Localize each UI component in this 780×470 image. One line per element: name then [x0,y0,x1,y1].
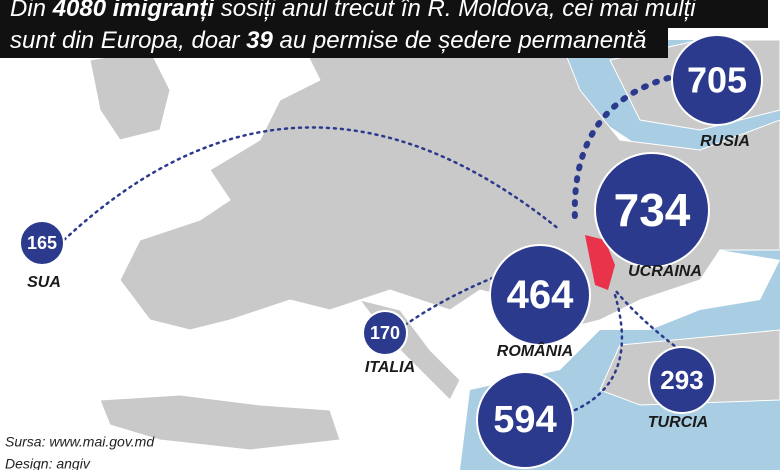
bubble-value: 594 [493,399,556,441]
bubble-label: SUA [27,274,61,291]
bubble-value: 170 [370,323,400,343]
moldova [585,235,615,290]
header-text: au permise de ședere permanentă [273,27,647,54]
header-line: sunt din Europa, doar 39 au permise de ș… [10,27,646,54]
bubble-value: 464 [507,273,574,317]
bubble [594,152,710,268]
bubble [362,310,408,356]
header-text: sunt din Europa, doar [10,27,246,54]
bubble-label: ITALIA [365,359,415,376]
bubble-label: RUSIA [700,133,750,150]
bubble [648,346,716,414]
bubble-value: 734 [614,184,691,236]
header-line: Din 4080 imigranți sosiți anul trecut în… [10,0,696,22]
source: Sursa: www.mai.gov.md [5,434,155,450]
bubble [489,244,591,346]
header-text: Din [10,0,53,22]
bubbles: 705 RUSIA 734 UCRAINA 464 ROMÂNIA 165 SUA 170 ITA… [19,34,763,469]
header-band [0,28,668,58]
bubble-value: 705 [687,60,747,101]
bubble-label: UCRAINA [628,263,702,280]
header-text: sosiți anul trecut în R. Moldova, cei ma… [214,0,696,22]
header-text: 39 [246,27,273,54]
bubble [19,220,65,266]
bubble-label: TURCIA [648,414,708,431]
bubble-value: 165 [27,233,57,253]
bubble-value: 293 [660,365,703,395]
bubble [476,371,574,469]
header-band [0,0,768,28]
design: Design: angiv [5,456,91,470]
header-text: 4080 imigranți [52,0,216,22]
bubble [671,34,763,126]
bubble-label: ROMÂNIA [497,341,573,360]
